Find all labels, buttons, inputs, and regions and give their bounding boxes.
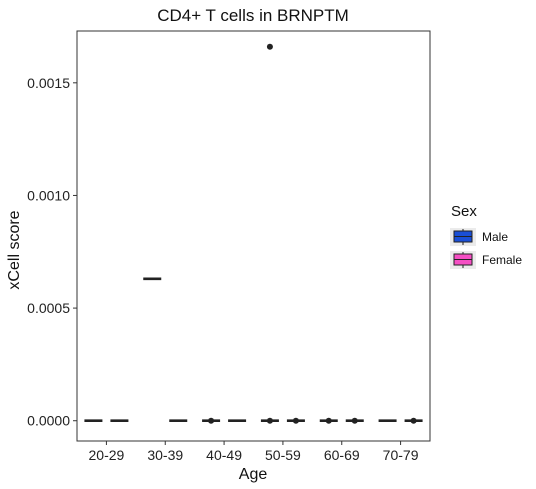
chart-title: CD4+ T cells in BRNPTM (157, 6, 349, 25)
x-tick-label: 20-29 (89, 447, 125, 463)
y-tick-label: 0.0000 (27, 413, 70, 429)
legend-title: Sex (451, 203, 477, 220)
outlier-point-male-60-69 (325, 417, 332, 424)
plot-panel (76, 30, 431, 442)
x-tick-label: 30-39 (147, 447, 183, 463)
box-marks (84, 43, 423, 424)
legend-key-male (450, 228, 476, 246)
y-tick-label: 0.0005 (27, 300, 70, 316)
legend-label-female: Female (482, 253, 522, 267)
outlier-point-male-40-49 (208, 417, 215, 424)
x-tick-label: 50-59 (265, 447, 301, 463)
y-axis-title: xCell score (6, 210, 23, 289)
outlier-point-male-50-59 (266, 43, 273, 50)
x-axis-title: Age (239, 466, 268, 483)
x-tick-label: 60-69 (324, 447, 360, 463)
legend: Sex Male Female (450, 203, 522, 269)
legend-key-female (450, 251, 476, 269)
x-tick-label: 70-79 (383, 447, 419, 463)
y-axis: 0.0000 0.0005 0.0010 0.0015 (27, 75, 77, 429)
y-tick-label: 0.0015 (27, 75, 70, 91)
outlier-point-female-60-69 (351, 417, 358, 424)
x-tick-label: 40-49 (206, 447, 242, 463)
x-axis: 20-29 30-39 40-49 50-59 60-69 70-79 (89, 441, 419, 463)
outlier-point-female-70-79 (410, 417, 417, 424)
outlier-point-female-50-59 (292, 417, 299, 424)
y-tick-label: 0.0010 (27, 187, 70, 203)
legend-label-male: Male (482, 230, 508, 244)
outlier-point-male-50-59 (266, 417, 273, 424)
